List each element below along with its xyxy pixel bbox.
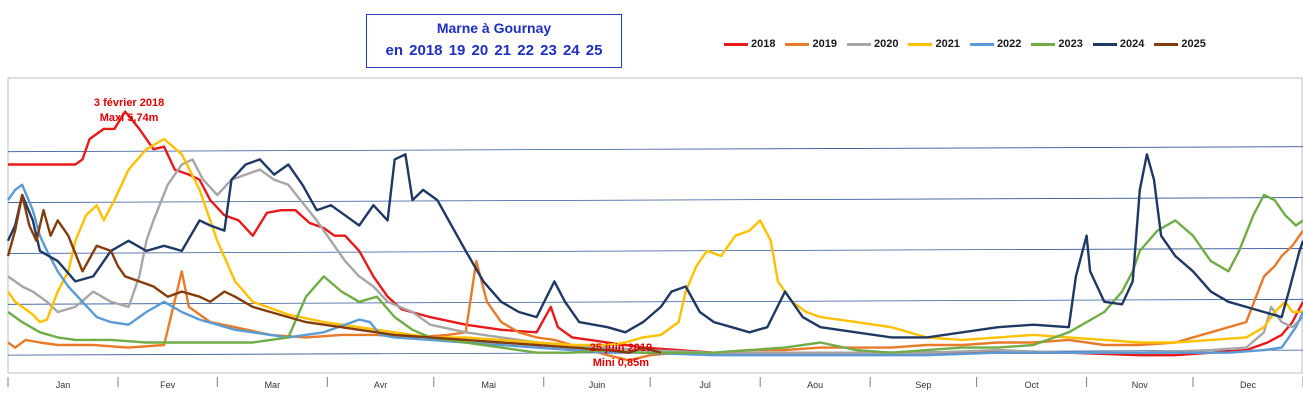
chart-subtitle: en 2018 19 20 21 22 23 24 25	[385, 42, 603, 59]
legend-swatch	[908, 42, 933, 46]
legend-swatch	[1154, 42, 1179, 46]
x-tick-label: Fev	[160, 380, 176, 390]
legend-swatch	[846, 42, 871, 46]
x-tick-label: Nov	[1132, 380, 1149, 390]
x-tick-label: Oct	[1025, 380, 1040, 390]
chart-legend: 2018 2019 2020 2021 2022 2023 2024 2025	[724, 36, 1216, 52]
x-tick-label: Avr	[374, 380, 387, 390]
legend-item-2018: 2018	[724, 38, 775, 50]
series-line-2022	[7, 183, 1303, 357]
legend-item-2020: 2020	[846, 38, 899, 50]
legend-item-2019: 2019	[785, 38, 837, 50]
gridline	[7, 298, 1303, 305]
series-line-2023	[7, 193, 1303, 354]
series-line-2021	[7, 137, 1303, 347]
chart-title-box: Marne à Gournay en 2018 19 20 21 22 23 2…	[366, 14, 622, 68]
series-line-2024	[6, 153, 1303, 339]
x-tick-label: Mai	[481, 380, 496, 390]
legend-label: 2019	[812, 38, 837, 50]
chart-title: Marne à Gournay	[436, 20, 552, 36]
x-tick-label: Dec	[1240, 380, 1257, 390]
legend-item-2021: 2021	[908, 38, 960, 50]
legend-swatch	[969, 42, 994, 46]
x-tick-label: Jan	[56, 380, 71, 390]
legend-item-2022: 2022	[969, 38, 1022, 50]
legend-label: 2025	[1181, 38, 1206, 50]
annotation-value: Maxi 5,74m	[100, 112, 159, 124]
series-line-2025	[6, 193, 662, 354]
annotation-text: 25 juin 2019	[590, 342, 652, 354]
gridline	[7, 197, 1303, 203]
legend-item-2024: 2024	[1092, 38, 1145, 50]
x-tick-label: Aou	[807, 380, 823, 390]
legend-swatch	[785, 42, 810, 46]
legend-label: 2021	[935, 38, 960, 50]
legend-label: 2024	[1119, 38, 1145, 50]
legend-swatch	[1092, 42, 1117, 46]
legend-label: 2020	[873, 38, 899, 50]
legend-item-2023: 2023	[1031, 38, 1083, 50]
annotation-text: 3 février 2018	[94, 97, 164, 109]
gridline	[7, 146, 1303, 153]
legend-item-2025: 2025	[1154, 38, 1206, 50]
legend-label: 2023	[1058, 38, 1083, 50]
plot-area	[7, 77, 1303, 374]
x-tick-label: Jul	[699, 380, 711, 390]
legend-label: 2018	[751, 38, 776, 50]
annotation-value: Mini 0,85m	[593, 357, 649, 369]
legend-swatch	[724, 42, 748, 46]
x-tick-label: Sep	[915, 380, 931, 390]
x-tick-label: Juin	[589, 380, 606, 390]
legend-swatch	[1031, 42, 1056, 46]
x-tick-label: Mar	[265, 380, 281, 390]
legend-label: 2022	[996, 38, 1022, 50]
series-line-2020	[7, 158, 1303, 354]
